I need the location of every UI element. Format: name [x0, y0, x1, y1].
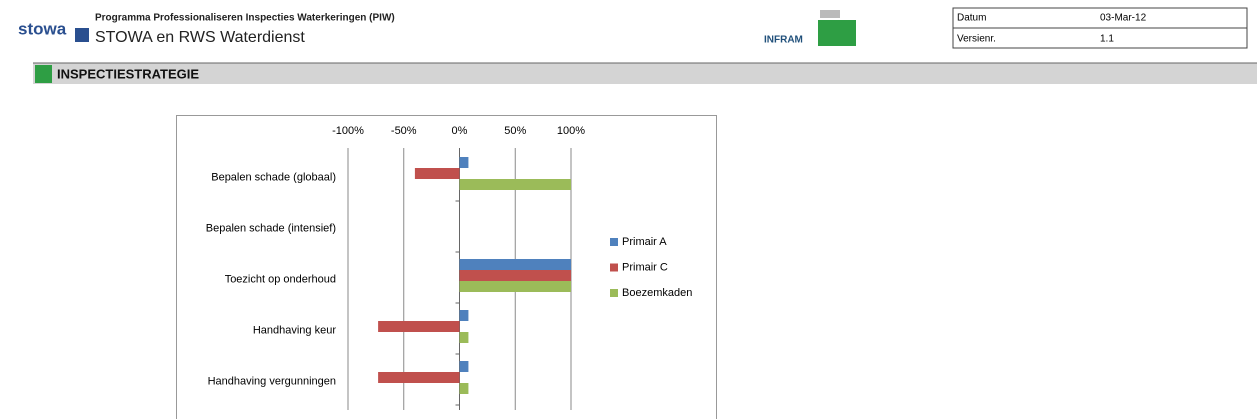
logo-icon — [75, 28, 89, 42]
legend-label: Primair A — [622, 236, 667, 248]
meta-label: Datum — [957, 13, 986, 24]
bar — [378, 372, 460, 383]
meta-label: Versienr. — [957, 34, 996, 45]
x-tick-label: 100% — [557, 125, 585, 137]
meta-value: 1.1 — [1100, 34, 1114, 45]
y-tick-label: Bepalen schade (globaal) — [211, 171, 336, 183]
bar — [459, 332, 469, 343]
bar — [459, 179, 571, 190]
bar — [459, 310, 469, 321]
y-tick-label: Handhaving keur — [253, 324, 337, 336]
legend-label: Boezemkaden — [622, 287, 692, 299]
chart-frame — [176, 115, 717, 419]
x-tick-label: 50% — [504, 125, 526, 137]
legend-swatch — [610, 263, 618, 272]
bar — [414, 168, 460, 179]
section-title: INSPECTIESTRATEGIE — [57, 66, 199, 81]
subtitle: STOWA en RWS Waterdienst — [95, 29, 305, 46]
bar — [459, 270, 571, 281]
legend-label: Primair C — [622, 261, 668, 273]
bar — [459, 281, 571, 292]
x-tick-label: -50% — [391, 125, 417, 137]
y-tick-label: Bepalen schade (intensief) — [206, 222, 336, 234]
partner-logo: INFRAM — [764, 35, 803, 46]
bar — [378, 321, 460, 332]
meta-value: 03-Mar-12 — [1100, 13, 1147, 24]
x-tick-label: -100% — [332, 125, 364, 137]
program: Programma Professionaliseren Inspecties … — [95, 13, 395, 24]
bar — [459, 157, 469, 168]
bar — [459, 383, 469, 394]
section-marker — [35, 65, 52, 83]
logo-graphic — [820, 10, 840, 18]
bar — [459, 361, 469, 372]
logo: stowa — [18, 19, 67, 38]
y-tick-label: Toezicht op onderhoud — [225, 273, 336, 285]
legend-swatch — [610, 238, 618, 246]
x-tick-label: 0% — [452, 125, 468, 137]
section-bar — [33, 63, 1257, 84]
y-tick-label: Handhaving vergunningen — [208, 375, 336, 387]
bar — [459, 259, 571, 270]
legend-swatch — [610, 289, 618, 297]
logo-graphic — [818, 20, 856, 46]
